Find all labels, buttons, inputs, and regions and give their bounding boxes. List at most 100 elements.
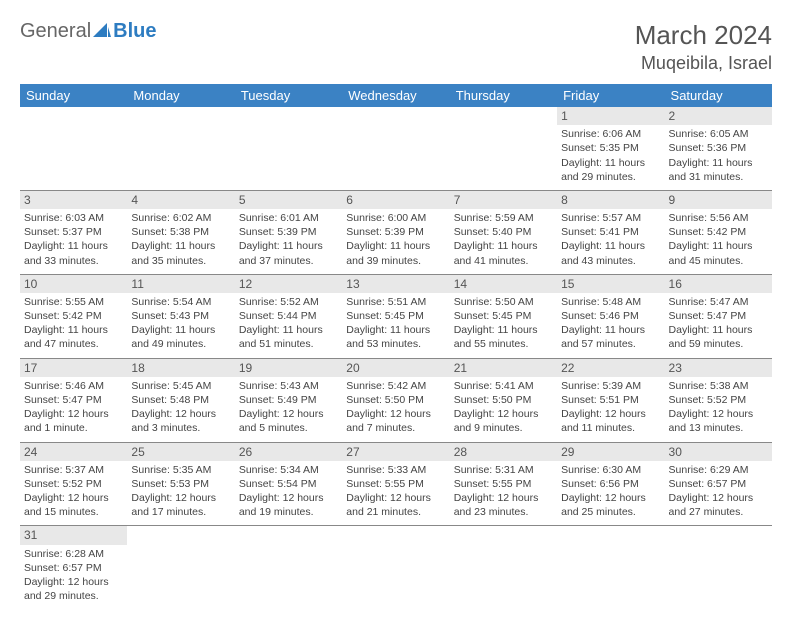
day-number: 13 (342, 275, 449, 293)
sail-icon (93, 20, 111, 32)
day-number: 10 (20, 275, 127, 293)
calendar-empty-cell (450, 107, 557, 190)
calendar-day-cell: 6Sunrise: 6:00 AMSunset: 5:39 PMDaylight… (342, 190, 449, 274)
day-info: Sunrise: 6:06 AMSunset: 5:35 PMDaylight:… (561, 127, 660, 184)
calendar-row: 17 Sunrise: 5:46 AMSunset: 5:47 PMDayligh… (20, 358, 772, 442)
calendar-empty-cell (235, 107, 342, 190)
day-info: Sunrise: 5:59 AMSunset: 5:40 PMDaylight:… (454, 211, 553, 268)
calendar-empty-cell (342, 107, 449, 190)
day-info: Sunrise: 5:42 AMSunset: 5:50 PMDaylight:… (346, 379, 445, 436)
calendar-day-cell: 14 Sunrise: 5:50 AMSunset: 5:45 PMDayligh… (450, 274, 557, 358)
calendar-row: 31Sunrise: 6:28 AMSunset: 6:57 PMDayligh… (20, 526, 772, 609)
calendar-body: 1 Sunrise: 6:06 AMSunset: 5:35 PMDaylight… (20, 107, 772, 609)
day-info: Sunrise: 5:57 AMSunset: 5:41 PMDaylight:… (561, 211, 660, 268)
calendar-empty-cell (235, 526, 342, 609)
day-number: 18 (127, 359, 234, 377)
day-info: Sunrise: 6:00 AMSunset: 5:39 PMDaylight:… (346, 211, 445, 268)
calendar-day-cell: 19 Sunrise: 5:43 AMSunset: 5:49 PMDayligh… (235, 358, 342, 442)
calendar-empty-cell (342, 526, 449, 609)
day-number: 29 (557, 443, 664, 461)
calendar-day-cell: 22Sunrise: 5:39 AMSunset: 5:51 PMDayligh… (557, 358, 664, 442)
day-number: 17 (20, 359, 127, 377)
calendar-day-cell: 2 Sunrise: 6:05 AMSunset: 5:36 PMDaylight… (665, 107, 772, 190)
calendar-day-cell: 3 Sunrise: 6:03 AMSunset: 5:37 PMDaylight… (20, 190, 127, 274)
header: General Blue March 2024 Muqeibila, Israe… (20, 20, 772, 74)
calendar-empty-cell (665, 526, 772, 609)
day-number: 19 (235, 359, 342, 377)
calendar-empty-cell (20, 107, 127, 190)
calendar-day-cell: 21Sunrise: 5:41 AMSunset: 5:50 PMDayligh… (450, 358, 557, 442)
day-number: 20 (342, 359, 449, 377)
day-info: Sunrise: 5:31 AMSunset: 5:55 PMDaylight:… (454, 463, 553, 520)
day-info: Sunrise: 6:29 AMSunset: 6:57 PMDaylight:… (669, 463, 768, 520)
day-number: 30 (665, 443, 772, 461)
calendar-empty-cell (127, 526, 234, 609)
day-info: Sunrise: 6:01 AMSunset: 5:39 PMDaylight:… (239, 211, 338, 268)
day-number: 4 (127, 191, 234, 209)
calendar-empty-cell (557, 526, 664, 609)
day-number: 9 (665, 191, 772, 209)
day-info: Sunrise: 5:37 AMSunset: 5:52 PMDaylight:… (24, 463, 123, 520)
calendar-day-cell: 10 Sunrise: 5:55 AMSunset: 5:42 PMDayligh… (20, 274, 127, 358)
calendar-day-cell: 29 Sunrise: 6:30 AMSunset: 6:56 PMDayligh… (557, 442, 664, 526)
day-info: Sunrise: 5:34 AMSunset: 5:54 PMDaylight:… (239, 463, 338, 520)
weekday-header: Saturday (665, 84, 772, 107)
day-info: Sunrise: 5:51 AMSunset: 5:45 PMDaylight:… (346, 295, 445, 352)
day-info: Sunrise: 6:03 AMSunset: 5:37 PMDaylight:… (24, 211, 123, 268)
calendar-day-cell: 8Sunrise: 5:57 AMSunset: 5:41 PMDaylight… (557, 190, 664, 274)
calendar-row: 3 Sunrise: 6:03 AMSunset: 5:37 PMDaylight… (20, 190, 772, 274)
calendar-row: 10 Sunrise: 5:55 AMSunset: 5:42 PMDayligh… (20, 274, 772, 358)
weekday-header: Wednesday (342, 84, 449, 107)
day-number: 2 (665, 107, 772, 125)
day-info: Sunrise: 5:38 AMSunset: 5:52 PMDaylight:… (669, 379, 768, 436)
day-number: 15 (557, 275, 664, 293)
day-number: 25 (127, 443, 234, 461)
calendar-day-cell: 27Sunrise: 5:33 AMSunset: 5:55 PMDayligh… (342, 442, 449, 526)
day-number: 1 (557, 107, 664, 125)
day-info: Sunrise: 5:43 AMSunset: 5:49 PMDaylight:… (239, 379, 338, 436)
header-right: March 2024 Muqeibila, Israel (635, 20, 772, 74)
day-info: Sunrise: 5:35 AMSunset: 5:53 PMDaylight:… (131, 463, 230, 520)
day-info: Sunrise: 5:47 AMSunset: 5:47 PMDaylight:… (669, 295, 768, 352)
logo: General Blue (20, 20, 157, 43)
calendar-day-cell: 5 Sunrise: 6:01 AMSunset: 5:39 PMDaylight… (235, 190, 342, 274)
day-info: Sunrise: 6:02 AMSunset: 5:38 PMDaylight:… (131, 211, 230, 268)
day-number: 7 (450, 191, 557, 209)
weekday-header: Thursday (450, 84, 557, 107)
calendar-day-cell: 13 Sunrise: 5:51 AMSunset: 5:45 PMDayligh… (342, 274, 449, 358)
calendar-day-cell: 11Sunrise: 5:54 AMSunset: 5:43 PMDayligh… (127, 274, 234, 358)
day-info: Sunrise: 6:05 AMSunset: 5:36 PMDaylight:… (669, 127, 768, 184)
day-number: 12 (235, 275, 342, 293)
calendar-day-cell: 15Sunrise: 5:48 AMSunset: 5:46 PMDayligh… (557, 274, 664, 358)
calendar-day-cell: 9 Sunrise: 5:56 AMSunset: 5:42 PMDaylight… (665, 190, 772, 274)
calendar-day-cell: 17 Sunrise: 5:46 AMSunset: 5:47 PMDayligh… (20, 358, 127, 442)
day-info: Sunrise: 5:56 AMSunset: 5:42 PMDaylight:… (669, 211, 768, 268)
calendar-day-cell: 30 Sunrise: 6:29 AMSunset: 6:57 PMDayligh… (665, 442, 772, 526)
calendar-day-cell: 7 Sunrise: 5:59 AMSunset: 5:40 PMDaylight… (450, 190, 557, 274)
weekday-header: Sunday (20, 84, 127, 107)
day-info: Sunrise: 5:41 AMSunset: 5:50 PMDaylight:… (454, 379, 553, 436)
day-number: 14 (450, 275, 557, 293)
day-info: Sunrise: 6:30 AMSunset: 6:56 PMDaylight:… (561, 463, 660, 520)
logo-text-1: General (20, 20, 91, 43)
day-info: Sunrise: 5:55 AMSunset: 5:42 PMDaylight:… (24, 295, 123, 352)
day-info: Sunrise: 5:50 AMSunset: 5:45 PMDaylight:… (454, 295, 553, 352)
calendar-day-cell: 4 Sunrise: 6:02 AMSunset: 5:38 PMDaylight… (127, 190, 234, 274)
calendar-day-cell: 23 Sunrise: 5:38 AMSunset: 5:52 PMDayligh… (665, 358, 772, 442)
calendar-day-cell: 1 Sunrise: 6:06 AMSunset: 5:35 PMDaylight… (557, 107, 664, 190)
calendar-day-cell: 12 Sunrise: 5:52 AMSunset: 5:44 PMDayligh… (235, 274, 342, 358)
day-number: 16 (665, 275, 772, 293)
weekday-header: Monday (127, 84, 234, 107)
day-number: 5 (235, 191, 342, 209)
day-info: Sunrise: 6:28 AMSunset: 6:57 PMDaylight:… (24, 547, 123, 604)
logo-text-2: Blue (113, 20, 156, 43)
day-info: Sunrise: 5:52 AMSunset: 5:44 PMDaylight:… (239, 295, 338, 352)
day-number: 11 (127, 275, 234, 293)
day-number: 23 (665, 359, 772, 377)
day-info: Sunrise: 5:33 AMSunset: 5:55 PMDaylight:… (346, 463, 445, 520)
calendar-day-cell: 16 Sunrise: 5:47 AMSunset: 5:47 PMDayligh… (665, 274, 772, 358)
day-number: 3 (20, 191, 127, 209)
day-info: Sunrise: 5:46 AMSunset: 5:47 PMDaylight:… (24, 379, 123, 436)
calendar-day-cell: 25 Sunrise: 5:35 AMSunset: 5:53 PMDayligh… (127, 442, 234, 526)
weekday-header: Tuesday (235, 84, 342, 107)
